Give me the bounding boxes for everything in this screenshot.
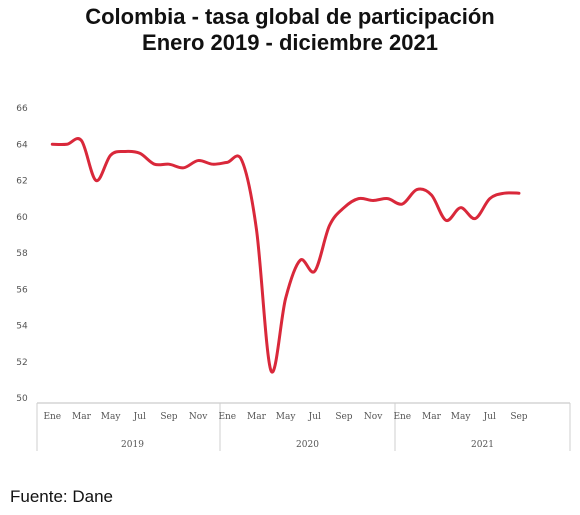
y-axis-ticks: 50 52 54 56 58 60 62 64 66 bbox=[16, 104, 28, 404]
data-point bbox=[241, 159, 244, 162]
data-point bbox=[51, 143, 54, 146]
x-tick-label: Jul bbox=[133, 412, 146, 422]
data-point bbox=[153, 163, 156, 166]
y-tick-label: 52 bbox=[16, 358, 27, 368]
x-axis: Ene Mar May Jul Sep Nov Ene Mar May Jul Sep Nov Ene M… bbox=[36, 402, 571, 451]
source-note: Fuente: Dane bbox=[10, 487, 114, 506]
x-year-label: 2021 bbox=[471, 440, 494, 450]
x-tick-label: Ene bbox=[43, 412, 61, 422]
x-tick-label: Sep bbox=[160, 412, 177, 422]
x-tick-label: Sep bbox=[510, 412, 527, 422]
data-point bbox=[459, 206, 462, 209]
data-point bbox=[255, 228, 258, 231]
y-tick-label: 66 bbox=[16, 104, 28, 114]
data-point bbox=[328, 225, 331, 228]
data-point bbox=[343, 206, 346, 209]
x-tick-label: Mar bbox=[422, 412, 442, 422]
y-tick-label: 56 bbox=[16, 285, 28, 295]
data-point bbox=[445, 219, 448, 222]
x-tick-label: Ene bbox=[218, 412, 236, 422]
data-point bbox=[518, 192, 521, 195]
x-tick-label: Sep bbox=[335, 412, 352, 422]
data-point bbox=[430, 194, 433, 197]
y-tick-label: 58 bbox=[16, 249, 28, 259]
data-point bbox=[503, 192, 506, 195]
x-tick-label: Mar bbox=[72, 412, 92, 422]
data-point bbox=[416, 188, 419, 191]
data-point bbox=[80, 139, 83, 142]
data-point bbox=[66, 143, 69, 146]
chart-title: Colombia - tasa global de participación bbox=[85, 4, 495, 29]
data-point bbox=[299, 259, 302, 262]
data-point bbox=[95, 179, 98, 182]
data-point bbox=[270, 370, 273, 373]
y-tick-label: 50 bbox=[16, 394, 28, 404]
data-point bbox=[488, 197, 491, 200]
x-tick-label: Nov bbox=[364, 412, 383, 422]
chart-subtitle: Enero 2019 - diciembre 2021 bbox=[142, 30, 438, 55]
x-year-label: 2019 bbox=[121, 440, 144, 450]
data-point bbox=[197, 159, 200, 162]
data-point bbox=[124, 150, 127, 153]
data-point bbox=[401, 203, 404, 206]
x-tick-label: Jul bbox=[308, 412, 321, 422]
data-point bbox=[313, 270, 316, 273]
data-point bbox=[168, 163, 171, 166]
x-tick-label: Mar bbox=[247, 412, 267, 422]
x-tick-label: May bbox=[451, 412, 472, 422]
data-point bbox=[109, 154, 112, 157]
data-point bbox=[182, 167, 185, 170]
x-year-label: 2020 bbox=[296, 440, 319, 450]
data-point bbox=[386, 197, 389, 200]
series-line bbox=[50, 137, 521, 374]
chart-title-block: Colombia - tasa global de participación … bbox=[0, 4, 580, 56]
data-point bbox=[372, 199, 375, 202]
x-tick-label: Nov bbox=[189, 412, 208, 422]
x-tick-label: Ene bbox=[393, 412, 411, 422]
data-point bbox=[226, 161, 229, 164]
data-point bbox=[211, 163, 214, 166]
y-tick-label: 64 bbox=[16, 140, 28, 150]
data-point bbox=[284, 297, 287, 300]
x-tick-label: Jul bbox=[483, 412, 496, 422]
data-point bbox=[357, 197, 360, 200]
y-tick-label: 54 bbox=[16, 322, 28, 332]
data-point bbox=[138, 152, 141, 155]
x-tick-label: May bbox=[276, 412, 297, 422]
x-tick-label: May bbox=[101, 412, 122, 422]
data-point bbox=[474, 217, 477, 220]
y-tick-label: 60 bbox=[16, 213, 28, 223]
y-tick-label: 62 bbox=[16, 177, 27, 187]
series-line-group bbox=[50, 137, 521, 374]
